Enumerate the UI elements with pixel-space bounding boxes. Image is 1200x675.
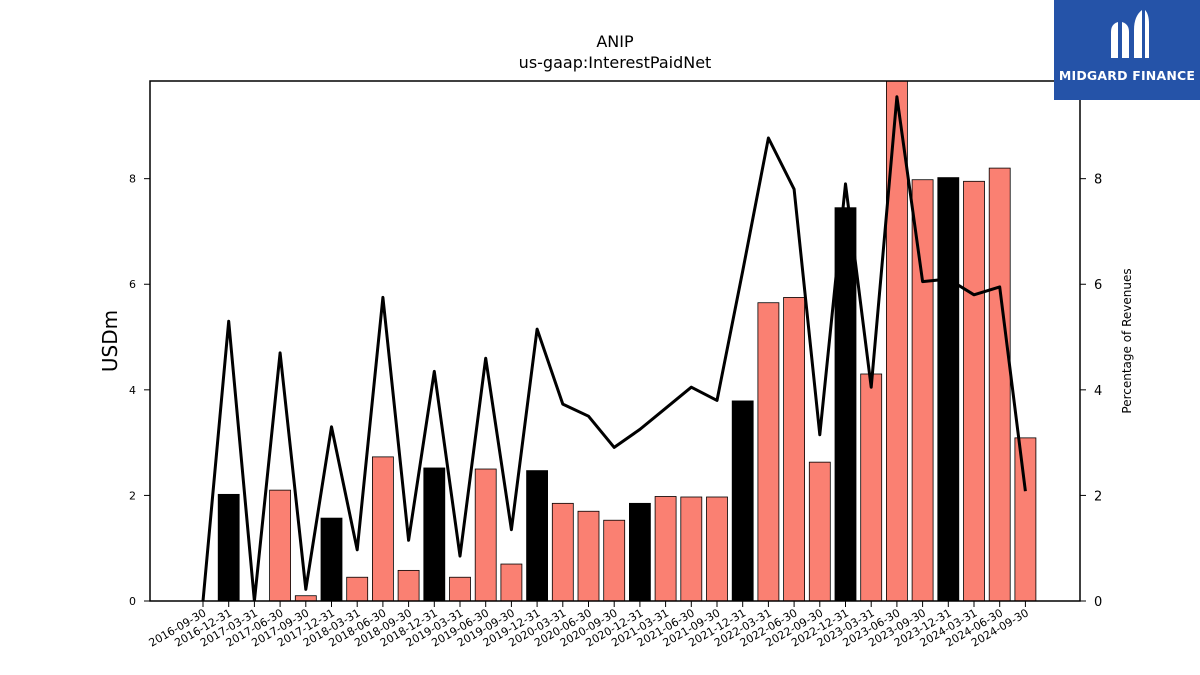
y-tick-label: 4 xyxy=(129,384,136,397)
bar xyxy=(963,180,985,601)
bar xyxy=(886,81,908,601)
bar xyxy=(629,502,651,601)
bar xyxy=(217,493,240,601)
bar xyxy=(731,400,754,601)
bar xyxy=(346,576,369,601)
brand-logo: MIDGARD FINANCE xyxy=(1054,0,1200,100)
bar xyxy=(423,467,446,601)
bar xyxy=(860,373,883,601)
chart-title: ANIP xyxy=(596,32,634,51)
bar xyxy=(988,167,1011,601)
midgard-logo-icon xyxy=(1111,10,1149,58)
bar xyxy=(294,595,317,601)
y-axis-label: USDm xyxy=(98,310,122,372)
bar xyxy=(526,470,548,601)
bar xyxy=(706,496,728,601)
bar xyxy=(577,510,600,601)
line-series xyxy=(201,95,1027,601)
bar xyxy=(808,461,831,601)
bar xyxy=(757,302,780,601)
bar xyxy=(937,177,960,601)
bar xyxy=(680,496,703,601)
chart-subtitle: us-gaap:InterestPaidNet xyxy=(518,53,712,72)
y-right-axis-label: Percentage of Revenues xyxy=(1120,268,1134,413)
bar xyxy=(834,207,857,601)
plot-frame xyxy=(149,80,1081,602)
y-right-tick-label: 0 xyxy=(1094,595,1102,610)
y-tick-label: 2 xyxy=(129,489,136,502)
y-right-tick-label: 8 xyxy=(1094,173,1102,188)
y-right-tick-label: 4 xyxy=(1094,384,1102,399)
y-tick-label: 0 xyxy=(129,595,136,608)
y-tick-label: 8 xyxy=(129,173,136,186)
bar xyxy=(500,563,523,601)
y-right-tick-label: 6 xyxy=(1094,278,1102,293)
bar xyxy=(911,179,934,601)
bar xyxy=(474,468,497,601)
bar xyxy=(654,496,677,601)
logo-text: MIDGARD FINANCE xyxy=(1058,68,1196,83)
y-tick-label: 6 xyxy=(129,278,136,291)
bar xyxy=(449,576,471,601)
bar xyxy=(551,502,574,601)
bar xyxy=(269,489,292,601)
bar xyxy=(1014,437,1037,601)
y-right-tick-label: 2 xyxy=(1094,489,1102,504)
bar xyxy=(320,517,343,601)
bar xyxy=(603,519,626,601)
bar xyxy=(371,456,394,601)
bar xyxy=(783,297,805,601)
bar xyxy=(397,569,420,601)
